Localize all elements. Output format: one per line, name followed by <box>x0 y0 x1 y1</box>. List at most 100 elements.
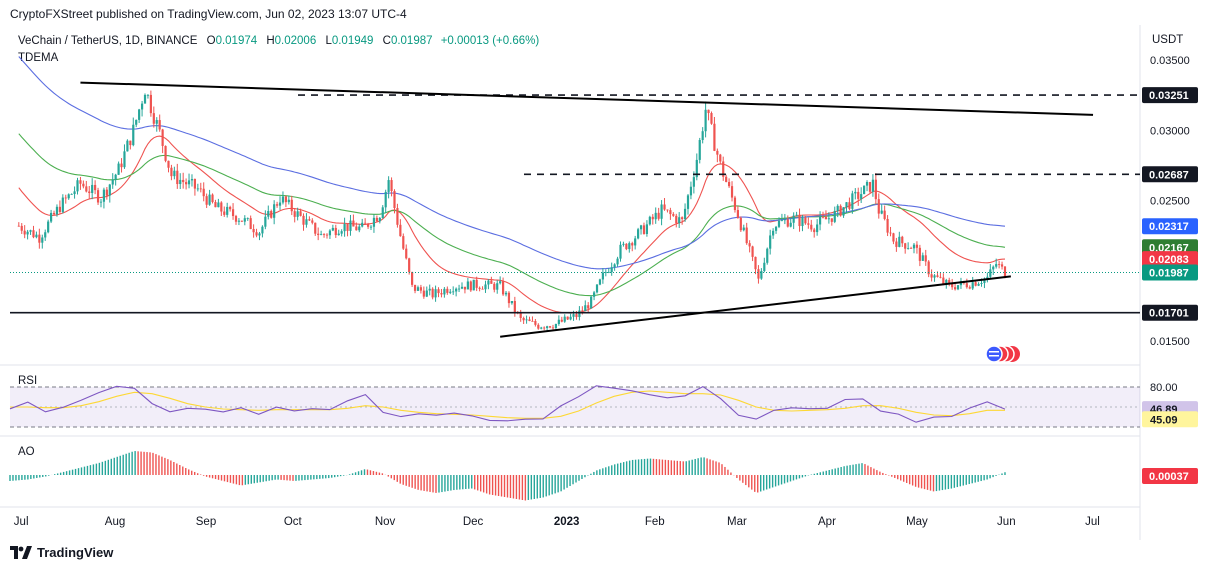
candle-body <box>105 189 108 196</box>
candle-body <box>930 274 933 278</box>
candle-body <box>258 233 261 236</box>
tradingview-brand[interactable]: TradingView <box>10 545 113 560</box>
candle-body <box>689 186 693 196</box>
candle-body <box>437 289 440 294</box>
candle-body <box>537 324 540 329</box>
candle-body <box>293 211 296 217</box>
low-value: 0.01949 <box>331 35 374 47</box>
candle-body <box>320 234 323 235</box>
x-tick-label: Apr <box>818 516 836 528</box>
candle-body <box>804 217 807 224</box>
candle-body <box>411 272 414 285</box>
candle-body <box>325 234 329 236</box>
candle-body <box>625 243 628 250</box>
brand-text: TradingView <box>37 545 114 560</box>
rsi-pane-label[interactable]: RSI <box>18 375 38 387</box>
candle-body <box>915 244 919 248</box>
candle-body <box>102 189 106 202</box>
candle-body <box>170 167 173 177</box>
x-tick-label: Aug <box>105 516 125 528</box>
candle-body <box>551 327 555 329</box>
candle-body <box>548 326 552 328</box>
open-value: 0.01974 <box>215 35 258 47</box>
candle-body <box>44 232 47 238</box>
candle-body <box>155 120 158 124</box>
candle-body <box>698 140 701 160</box>
candle-body <box>654 212 657 220</box>
candle-body <box>918 247 921 261</box>
tradingview-logo-icon <box>10 545 32 559</box>
rsi-line <box>9 385 1006 423</box>
candle-body <box>522 317 525 321</box>
candle-body <box>601 272 604 280</box>
candle-body <box>642 225 646 234</box>
candle-body <box>381 207 384 218</box>
candle-body <box>578 310 581 318</box>
candle-body <box>534 320 537 325</box>
ao-pane-label[interactable]: AO <box>18 446 35 458</box>
candle-body <box>557 319 560 324</box>
candle-body <box>569 316 572 320</box>
candle-body <box>270 211 273 218</box>
candle-body <box>231 209 235 217</box>
candle-body <box>355 226 358 231</box>
ao-value-text: 0.00037 <box>1149 471 1189 483</box>
rsi-ma-text: 45.09 <box>1150 414 1178 426</box>
candle-body <box>669 210 672 215</box>
candle-body <box>763 262 766 272</box>
candle-body <box>237 220 241 222</box>
candle-body <box>449 291 452 293</box>
symbol-legend: VeChain / TetherUS, 1D, BINANCE O0.01974… <box>18 35 539 47</box>
candle-body <box>777 220 781 227</box>
candle-body <box>757 269 760 279</box>
x-tick-label: May <box>906 516 928 528</box>
candle-body <box>108 184 111 196</box>
candle-body <box>851 193 854 209</box>
candle-body <box>824 216 828 220</box>
candle-body <box>264 216 267 227</box>
candle-body <box>951 283 954 288</box>
candle-body <box>945 279 948 284</box>
indicator-label[interactable]: TDEMA <box>18 52 59 64</box>
flag-events-icon[interactable] <box>985 345 1020 363</box>
candle-body <box>296 211 299 217</box>
candle-body <box>977 283 980 286</box>
candle-body <box>446 288 449 293</box>
candle-body <box>563 316 566 322</box>
x-tick-label: Sep <box>196 516 216 528</box>
price-tag-0.02317 <box>1142 218 1198 235</box>
candle-body <box>774 226 778 231</box>
candle-body <box>58 206 61 212</box>
candle-body <box>874 179 877 200</box>
candle-body <box>692 177 695 187</box>
candle-body <box>61 197 64 212</box>
candle-body <box>187 180 191 185</box>
candle-body <box>322 234 326 235</box>
candle-body <box>678 217 681 224</box>
candle-body <box>813 229 816 233</box>
candle-body <box>358 226 361 231</box>
candle-body <box>507 292 511 304</box>
candle-body <box>898 236 901 247</box>
candle-body <box>390 180 393 192</box>
candle-body <box>745 227 748 244</box>
candle-body <box>202 188 205 197</box>
symbol-name[interactable]: VeChain / TetherUS, 1D, BINANCE <box>18 35 198 47</box>
price-tag-0.01987 <box>1142 264 1198 281</box>
ema-red-line <box>18 135 1006 314</box>
candle-body <box>980 283 983 284</box>
candle-body <box>566 316 569 320</box>
candle-body <box>284 196 287 203</box>
candle-body <box>880 210 883 214</box>
open-label: O <box>206 35 216 47</box>
candle-body <box>469 281 472 291</box>
candle-body <box>974 282 977 286</box>
candle-body <box>152 113 155 124</box>
currency-label[interactable]: USDT <box>1152 34 1184 46</box>
candle-body <box>416 287 420 291</box>
candle-body <box>733 197 737 211</box>
candle-body <box>375 217 378 222</box>
candle-body <box>816 224 819 233</box>
x-tick-label: Feb <box>645 516 665 528</box>
